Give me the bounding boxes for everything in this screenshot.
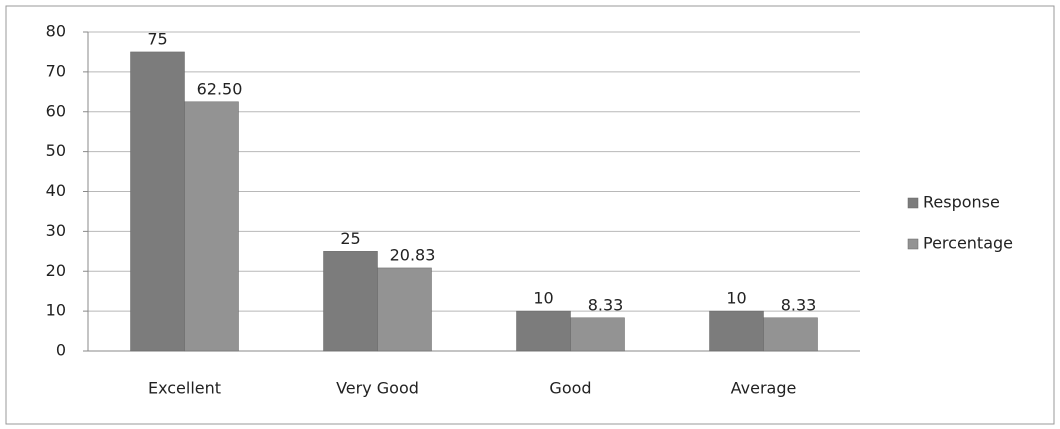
value-label: 10 xyxy=(726,289,746,308)
bar xyxy=(516,310,571,352)
y-tick-label: 60 xyxy=(46,101,66,120)
bar xyxy=(709,310,764,352)
y-tick-label: 30 xyxy=(46,221,66,240)
x-tick-label: Very Good xyxy=(336,379,419,398)
y-tick-label: 50 xyxy=(46,141,66,160)
bar xyxy=(377,267,432,352)
value-label: 8.33 xyxy=(781,295,817,314)
legend-swatch xyxy=(907,238,919,250)
bar xyxy=(570,317,625,352)
bar xyxy=(763,317,818,352)
x-tick-label: Good xyxy=(549,379,591,398)
value-label: 75 xyxy=(147,29,167,48)
legend-label: Response xyxy=(923,193,1000,212)
value-label: 25 xyxy=(340,229,360,248)
x-tick-label: Average xyxy=(731,379,797,398)
bar xyxy=(130,51,185,352)
y-tick-label: 70 xyxy=(46,61,66,80)
bar xyxy=(184,101,239,352)
value-label: 8.33 xyxy=(588,295,624,314)
x-tick-label: Excellent xyxy=(148,379,221,398)
value-label: 62.50 xyxy=(197,79,243,98)
value-label: 20.83 xyxy=(390,245,436,264)
y-tick-label: 40 xyxy=(46,181,66,200)
y-tick-label: 80 xyxy=(46,22,66,41)
legend-swatch xyxy=(907,197,919,209)
y-tick-label: 10 xyxy=(46,301,66,320)
legend-label: Percentage xyxy=(923,234,1013,253)
value-label: 10 xyxy=(533,289,553,308)
y-tick-label: 20 xyxy=(46,261,66,280)
bar xyxy=(323,251,378,352)
y-tick-label: 0 xyxy=(56,341,66,360)
